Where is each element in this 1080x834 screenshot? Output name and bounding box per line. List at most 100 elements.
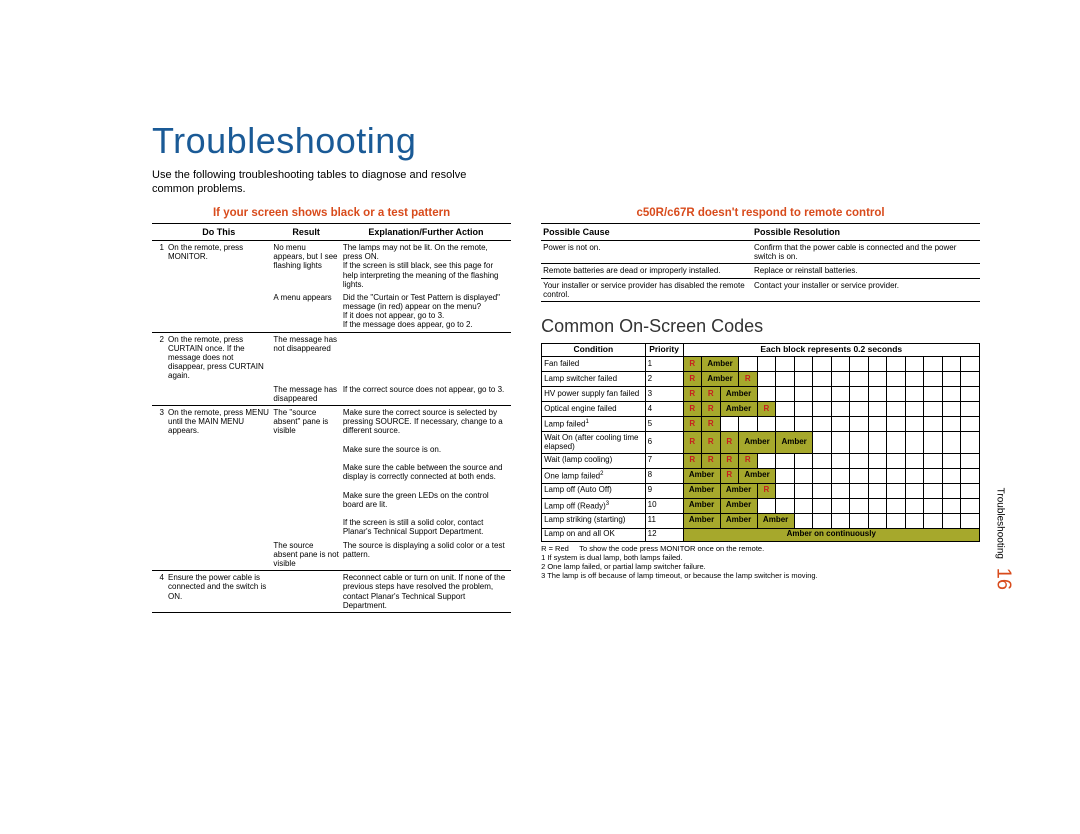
side-section: Troubleshooting <box>994 488 1005 559</box>
code-cell-amber: Amber <box>683 483 720 498</box>
code-condition: One lamp failed2 <box>542 468 646 483</box>
row-num <box>152 383 166 406</box>
left-column: If your screen shows black or a test pat… <box>152 207 511 613</box>
intro-text: Use the following troubleshooting tables… <box>152 168 482 197</box>
code-cell-empty <box>905 432 924 454</box>
code-cell-red: R <box>720 468 739 483</box>
code-cell-empty <box>868 432 887 454</box>
footnote: 1 If system is dual lamp, both lamps fai… <box>541 553 980 562</box>
do-this <box>166 383 271 406</box>
code-cell-empty <box>905 453 924 468</box>
code-cell-red: R <box>720 453 739 468</box>
code-cell-amber: Amber <box>720 387 757 402</box>
code-cell-empty <box>813 432 832 454</box>
code-cell-empty <box>961 387 980 402</box>
code-cell-red: R <box>702 387 721 402</box>
code-cell-empty <box>739 357 758 372</box>
code-cell-empty <box>794 468 813 483</box>
code-priority: 9 <box>645 483 683 498</box>
code-cell-empty <box>905 402 924 417</box>
code-cell-empty <box>942 432 961 454</box>
code-cell-empty <box>831 402 850 417</box>
code-cell-red: R <box>683 387 702 402</box>
code-cell-empty <box>813 453 832 468</box>
code-cell-empty <box>868 402 887 417</box>
code-cell-empty <box>887 513 906 528</box>
code-cell-empty <box>850 453 869 468</box>
code-cell-amber: Amber <box>739 432 776 454</box>
codes-table: ConditionPriorityEach block represents 0… <box>541 343 980 542</box>
code-cell-empty <box>813 387 832 402</box>
code-cell-empty <box>924 417 943 432</box>
code-cell-empty <box>887 372 906 387</box>
code-cell-amber: Amber <box>702 372 739 387</box>
code-cell-empty <box>887 357 906 372</box>
code-condition: Lamp switcher failed <box>542 372 646 387</box>
code-cell-empty <box>887 387 906 402</box>
code-cell-empty <box>961 417 980 432</box>
row-num: 1 <box>152 240 166 290</box>
code-cell-empty <box>961 432 980 454</box>
code-cell-empty <box>924 372 943 387</box>
code-cell-empty <box>776 453 795 468</box>
code-cell-empty <box>831 468 850 483</box>
code-cell-empty <box>942 453 961 468</box>
code-priority: 2 <box>645 372 683 387</box>
explanation: Make sure the correct source is selected… <box>341 405 511 538</box>
code-cell-empty <box>794 498 813 513</box>
explanation: The lamps may not be lit. On the remote,… <box>341 240 511 290</box>
page-number: 16 <box>992 562 1014 590</box>
result: The message has disappeared <box>271 383 340 406</box>
code-cell-red: R <box>702 417 721 432</box>
code-cell-empty <box>757 453 776 468</box>
code-cell-empty <box>942 417 961 432</box>
code-cell-empty <box>868 387 887 402</box>
code-cell-empty <box>813 468 832 483</box>
footnote: R = Red To show the code press MONITOR o… <box>541 544 980 553</box>
row-num <box>152 539 166 571</box>
code-cell-empty <box>868 372 887 387</box>
trouble-col: Result <box>271 223 340 240</box>
code-cell-empty <box>905 417 924 432</box>
code-priority: 8 <box>645 468 683 483</box>
code-cell-empty <box>942 387 961 402</box>
code-cell-empty <box>924 513 943 528</box>
code-priority: 10 <box>645 498 683 513</box>
code-cell-empty <box>813 372 832 387</box>
trouble-col: Explanation/Further Action <box>341 223 511 240</box>
code-cell-empty <box>961 372 980 387</box>
do-this: On the remote, press MENU until the MAIN… <box>166 405 271 538</box>
code-cell-red: R <box>702 432 721 454</box>
result: The message has not disappeared <box>271 332 340 382</box>
code-priority: 3 <box>645 387 683 402</box>
code-condition: Lamp failed1 <box>542 417 646 432</box>
codes-heading: Common On-Screen Codes <box>541 316 980 337</box>
code-cell-amber: Amber <box>702 357 739 372</box>
code-cell-red: R <box>683 402 702 417</box>
code-cell-amber: Amber <box>757 513 794 528</box>
right-column: c50R/c67R doesn't respond to remote cont… <box>541 207 980 580</box>
code-cell-empty <box>831 372 850 387</box>
code-cell-empty <box>942 483 961 498</box>
code-cell-empty <box>739 417 758 432</box>
code-cell-empty <box>868 453 887 468</box>
result: No menu appears, but I see flashing ligh… <box>271 240 340 290</box>
cause: Remote batteries are dead or improperly … <box>541 264 752 278</box>
cause-table: Possible CausePossible Resolution Power … <box>541 223 980 302</box>
code-cell-empty <box>776 387 795 402</box>
codes-col-condition: Condition <box>542 343 646 356</box>
content-columns: If your screen shows black or a test pat… <box>152 207 980 613</box>
code-cell-empty <box>905 357 924 372</box>
code-cell-empty <box>813 402 832 417</box>
code-cell-red: R <box>757 483 776 498</box>
do-this: Ensure the power cable is connected and … <box>166 571 271 613</box>
code-cell-amber: Amber <box>720 483 757 498</box>
code-cell-empty <box>924 483 943 498</box>
code-cell-empty <box>794 453 813 468</box>
code-cell-empty <box>868 513 887 528</box>
code-cell-empty <box>850 468 869 483</box>
code-condition: Lamp off (Ready)3 <box>542 498 646 513</box>
code-priority: 6 <box>645 432 683 454</box>
code-cell-empty <box>868 483 887 498</box>
code-cell-empty <box>868 498 887 513</box>
